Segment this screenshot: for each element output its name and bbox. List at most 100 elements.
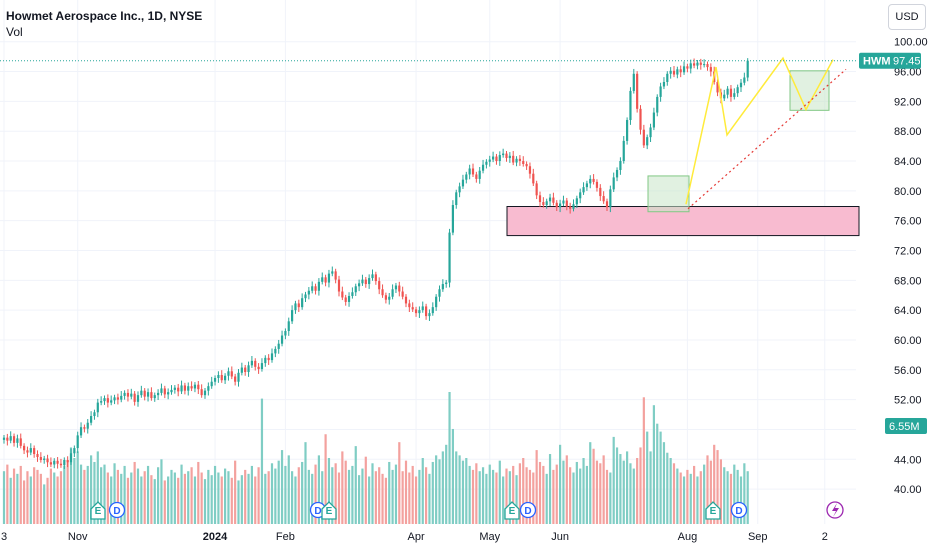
volume-bar [589, 442, 592, 524]
candle-body [9, 436, 12, 441]
volume-bar [180, 464, 183, 524]
candle-body [629, 90, 632, 121]
volume-bar [689, 473, 692, 524]
rising-trendline[interactable] [687, 68, 847, 210]
candle-body [441, 284, 444, 290]
price-axis[interactable]: 100.00 96.00 92.00 88.00 84.00 80.00 76.00 72.0… [894, 37, 928, 496]
volume-bar [669, 458, 672, 524]
earnings-marker[interactable] [321, 501, 337, 520]
volume-bar [244, 469, 247, 524]
volume-bar [270, 463, 274, 524]
volume-bar [696, 476, 699, 524]
candle-body [136, 395, 140, 402]
volume-bar [63, 465, 66, 524]
candle-body [652, 112, 655, 128]
candle-body [592, 178, 595, 182]
volume-bar [471, 469, 475, 524]
candle-body [187, 386, 190, 391]
candle-body [438, 289, 441, 297]
volume-bar [388, 461, 391, 524]
volume-bar [522, 458, 525, 524]
candle-body [492, 156, 495, 160]
volume-bar [729, 473, 733, 524]
volume-bar [636, 458, 639, 524]
dividend-marker[interactable] [519, 501, 537, 519]
candle-body [200, 389, 203, 396]
candle-body [642, 129, 645, 146]
dividend-marker[interactable] [730, 501, 748, 519]
time-axis[interactable]: 3 Nov 2024 Feb Apr May Jun Aug Sep 2 [1, 531, 828, 543]
earnings-marker[interactable] [705, 501, 721, 520]
pattern-overlays[interactable] [647, 56, 847, 213]
volume-bar [468, 465, 471, 524]
volume-bar [76, 451, 79, 524]
candle-body [408, 303, 411, 308]
candle-body [110, 400, 113, 403]
candle-body [116, 397, 119, 400]
earnings-marker[interactable] [90, 501, 106, 520]
time-tick-label: Aug [678, 531, 698, 543]
candle-body [250, 360, 253, 366]
volume-bar [555, 464, 558, 524]
volume-bar [123, 465, 126, 524]
candle-body [39, 457, 42, 461]
volume-bar [565, 455, 568, 524]
candle-body [19, 438, 22, 446]
candle-body [535, 183, 538, 196]
consolidation-box[interactable] [647, 175, 690, 213]
currency-button[interactable]: USD [888, 4, 926, 30]
candle-body [123, 392, 126, 396]
time-tick-label: 3 [1, 531, 7, 543]
volume-bar [9, 477, 12, 524]
volume-bar [334, 463, 337, 524]
volume-bar [220, 476, 223, 524]
volume-bar [368, 476, 371, 524]
candle-body [716, 81, 719, 93]
price-tick-label: 80.00 [894, 186, 922, 198]
candle-body [63, 460, 66, 466]
volume-bar [160, 459, 163, 524]
candle-body [193, 384, 197, 389]
volume-bar [492, 469, 495, 524]
candle-body [599, 187, 602, 197]
candle-body [203, 390, 207, 396]
candle-body [425, 306, 428, 317]
price-tick-label: 60.00 [894, 335, 922, 347]
candle-body [254, 360, 257, 367]
candle-body [79, 427, 83, 436]
volume-bar [43, 484, 46, 524]
volume-bar [170, 469, 173, 524]
candle-body [2, 437, 6, 440]
volume-bar [632, 468, 635, 524]
volume-bar [719, 459, 722, 524]
pattern-zigzag-line[interactable] [685, 56, 834, 205]
volume-bar [361, 468, 364, 524]
volume-bar [401, 471, 404, 524]
lightning-icon [832, 503, 839, 517]
candle-body [6, 437, 9, 441]
volume-bar [234, 460, 237, 524]
candle-body [579, 192, 582, 199]
candle-body [76, 435, 79, 449]
volume-bar [585, 465, 588, 524]
dividend-marker[interactable] [108, 501, 126, 519]
candle-body [699, 62, 702, 65]
volume-bar [301, 461, 304, 524]
volume-bar [351, 465, 354, 524]
candle-body [277, 343, 280, 349]
candle-body [431, 307, 434, 314]
candle-body [257, 366, 260, 370]
candle-body [177, 387, 180, 392]
candle-body [267, 357, 270, 361]
earnings-marker[interactable] [504, 501, 520, 520]
volume-bar [146, 465, 150, 524]
volume-bar [408, 472, 411, 524]
candle-body [706, 64, 709, 68]
volume-bar [56, 476, 59, 524]
candle-body [304, 294, 307, 299]
candle-body [150, 392, 153, 399]
candle-body [347, 295, 351, 302]
volume-bar [582, 458, 585, 524]
